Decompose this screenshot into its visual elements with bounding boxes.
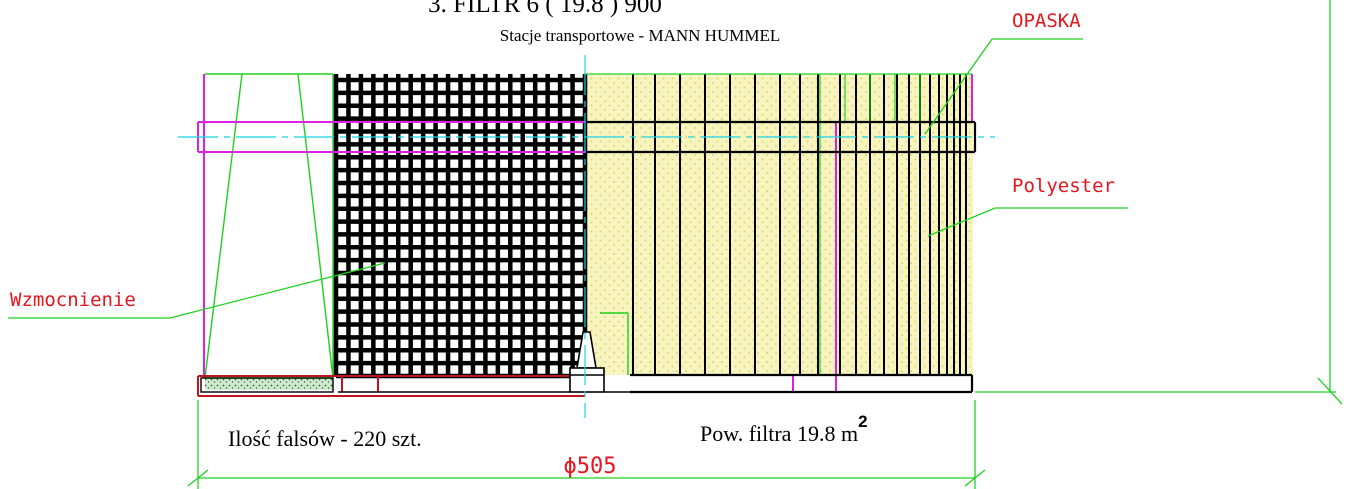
right-dimension-tick (1317, 377, 1343, 405)
diameter-label: ϕ505 (564, 454, 617, 479)
opaska-label: OPASKA (1012, 10, 1081, 32)
drawing-subtitle: Stacje transportowe - MANN HUMMEL (500, 26, 780, 45)
area-note-text: Pow. filtra 19.8 m (700, 421, 858, 446)
leader-lines (8, 38, 1128, 319)
base-pad-speckle (205, 378, 333, 390)
wzmocnienie-leader (8, 262, 386, 319)
wzmocnienie-label: Wzmocnienie (10, 289, 136, 311)
base-outline (200, 377, 630, 393)
polyester-leader (927, 207, 1128, 237)
diameter-dimension (187, 400, 986, 489)
reinforcement-grid (333, 74, 588, 379)
filter-body (178, 55, 995, 418)
base-channel (197, 375, 585, 397)
area-note: Pow. filtra 19.8 m2 (700, 412, 868, 446)
center-nozzle (569, 331, 605, 393)
drawing-title: 3. FILTR 6 ( 19.8 ) 900 (428, 0, 662, 18)
centerlines (178, 55, 995, 418)
media-outline (585, 73, 972, 375)
area-note-exponent: 2 (858, 412, 867, 431)
opaska-band (585, 120, 977, 394)
magenta-frame (197, 74, 973, 392)
pleat-lines (632, 74, 967, 375)
folds-note: Ilość falsów - 220 szt. (228, 426, 422, 451)
opaska-leader (924, 38, 1083, 135)
polyester-label: Polyester (1012, 175, 1115, 197)
